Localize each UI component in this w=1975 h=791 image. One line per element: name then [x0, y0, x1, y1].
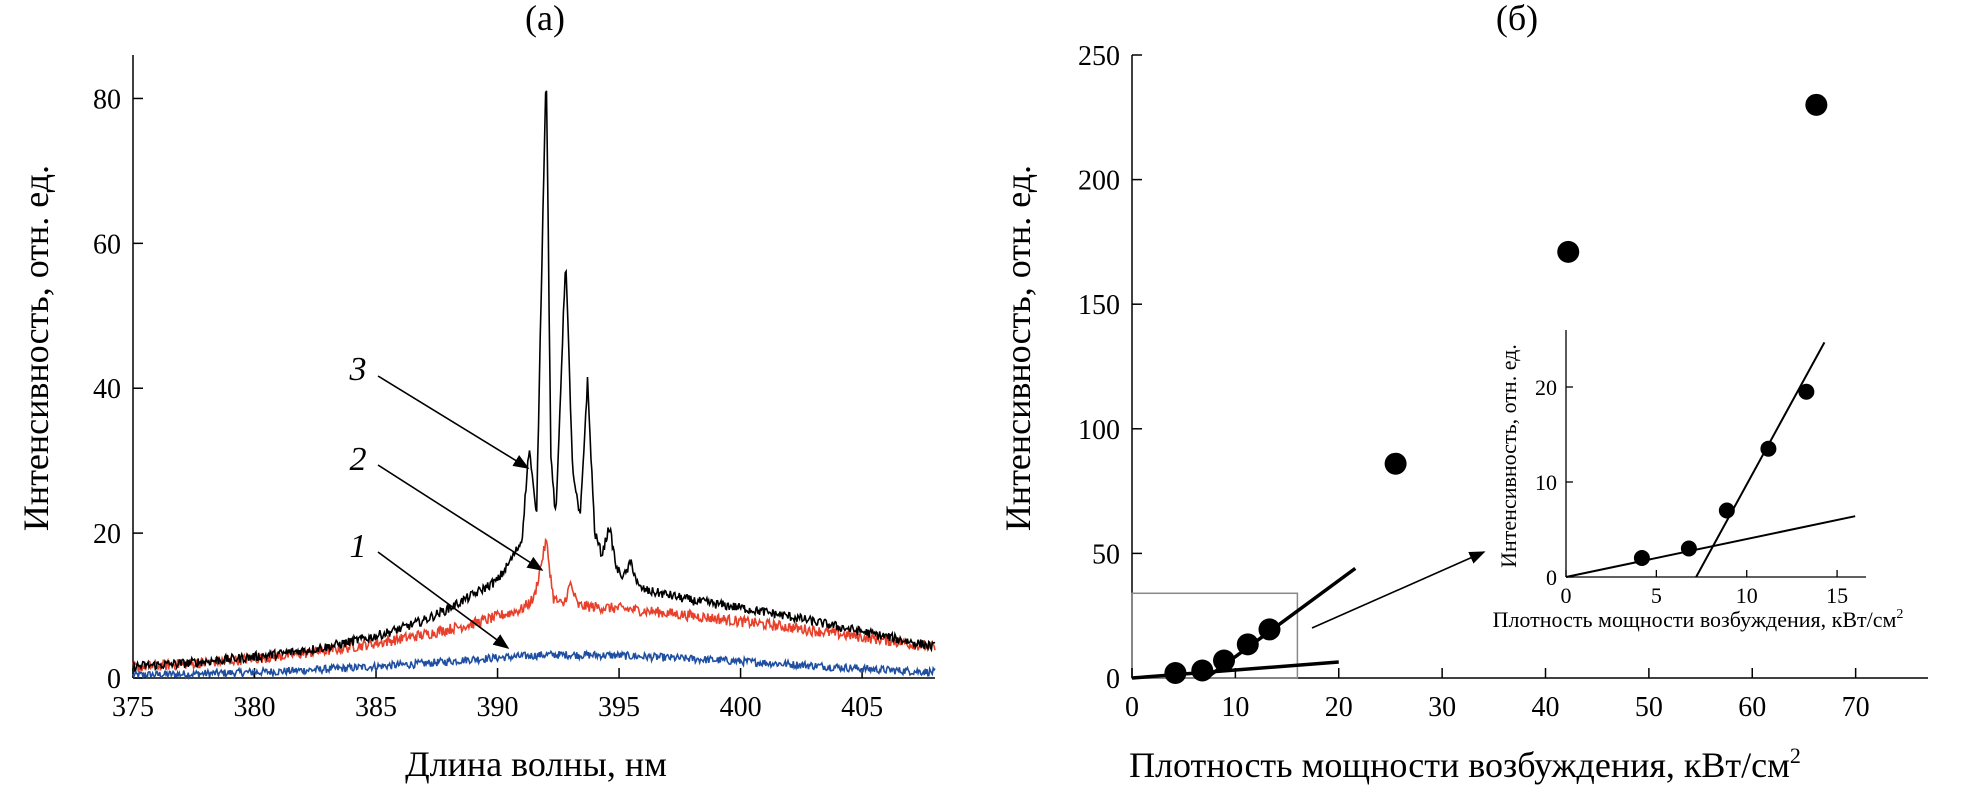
inset-ytick-label: 0 — [1546, 565, 1557, 590]
spectrum-curve-3 — [132, 90, 936, 673]
panel-a-xtick-label: 405 — [841, 692, 883, 723]
panel-a-ticks: 375 380 385 390 395 400 405 0 20 40 60 80 — [93, 84, 883, 723]
inset-xlabel-sup: 2 — [1896, 607, 1903, 622]
inset-ytick-label: 20 — [1535, 375, 1557, 400]
curve-label-1: 1 — [350, 528, 367, 565]
panel-b-xtick-label: 20 — [1325, 692, 1353, 723]
panel-b-data-point — [1805, 93, 1828, 116]
panel-b-ytick-label: 50 — [1092, 539, 1120, 570]
panel-a: (а) 375 380 385 390 395 400 405 0 20 40 60 80 Длина… — [16, 0, 936, 784]
inset-fit-line-2 — [1695, 341, 1826, 578]
panel-b-data-point — [1557, 240, 1580, 263]
panel-b-data-point — [1213, 649, 1236, 672]
inset-fit-lines — [1565, 341, 1856, 578]
panel-a-ytick-label: 80 — [93, 84, 121, 115]
inset-xlabel-text: Плотность мощности возбуждения, кВт/см — [1493, 607, 1897, 632]
panel-b-xtick-label: 50 — [1635, 692, 1663, 723]
inset-data-point — [1798, 383, 1815, 400]
inset-data-point — [1718, 502, 1735, 519]
panel-a-series — [132, 90, 936, 681]
zoom-arrow — [1311, 551, 1486, 629]
curve-label-2: 2 — [350, 441, 367, 478]
panel-a-xtick-label: 385 — [355, 692, 397, 723]
arrow-1 — [377, 551, 510, 649]
zoom-box — [1131, 592, 1299, 679]
inset-points — [1633, 383, 1815, 566]
arrow-3 — [377, 375, 530, 469]
panel-b-data-point — [1164, 662, 1187, 685]
panel-b-data-point — [1384, 452, 1407, 475]
panel-b-ytick-label: 200 — [1078, 166, 1120, 197]
inset-ytick-label: 10 — [1535, 470, 1557, 495]
panel-a-ytick-label: 40 — [93, 374, 121, 405]
inset-fit-line-1 — [1565, 515, 1856, 578]
panel-b-ytick-label: 0 — [1106, 664, 1120, 695]
panel-b-xlabel-sup: 2 — [1790, 743, 1801, 768]
inset-data-point — [1760, 440, 1777, 457]
panel-a-axes — [132, 55, 935, 679]
panel-b-ytick-label: 100 — [1078, 415, 1120, 446]
inset-xtick-label: 5 — [1651, 583, 1662, 608]
inset-xtick-label: 10 — [1736, 583, 1758, 608]
panel-a-label: (а) — [525, 0, 565, 38]
inset-xtick-label: 0 — [1561, 583, 1572, 608]
panel-a-annotations: 3 2 1 — [349, 351, 544, 649]
inset-xlabel: Плотность мощности возбуждения, кВт/см2 — [1493, 607, 1904, 632]
panel-b-axes — [1131, 55, 1928, 679]
panel-a-xtick-label: 400 — [720, 692, 762, 723]
panel-a-xlabel: Длина волны, нм — [405, 744, 667, 784]
panel-b-xlabel-text: Плотность мощности возбуждения, кВт/см — [1129, 745, 1790, 785]
inset-xtick-label: 15 — [1826, 583, 1848, 608]
inset-data-point — [1633, 550, 1650, 566]
panel-a-ytick-label: 0 — [107, 664, 121, 695]
inset-chart: 0 5 10 15 0 10 20 Плотность мощности возбужден… — [1493, 330, 1904, 632]
inset-ticks: 0 5 10 15 0 10 20 — [1535, 375, 1848, 608]
spectrum-curve-2 — [132, 537, 936, 672]
panel-a-ylabel: Интенсивность, отн. ед. — [16, 165, 56, 531]
curve-label-3: 3 — [349, 351, 367, 388]
arrow-2 — [377, 464, 544, 571]
panel-a-ytick-label: 60 — [93, 229, 121, 260]
panel-b-ytick-label: 150 — [1078, 290, 1120, 321]
panel-a-xtick-label: 390 — [477, 692, 519, 723]
panel-b-xtick-label: 0 — [1125, 692, 1139, 723]
panel-a-xtick-label: 380 — [234, 692, 276, 723]
inset-ylabel: Интенсивность, отн. ед. — [1496, 344, 1521, 568]
panel-a-ytick-label: 20 — [93, 519, 121, 550]
panel-b-data-point — [1258, 618, 1281, 641]
panel-a-xtick-label: 395 — [598, 692, 640, 723]
panel-b-data-point — [1236, 633, 1259, 656]
panel-b-ytick-label: 250 — [1078, 41, 1120, 72]
panel-b-data-point — [1191, 659, 1214, 682]
panel-b-xlabel: Плотность мощности возбуждения, кВт/см2 — [1129, 743, 1801, 785]
panel-b-xtick-label: 30 — [1428, 692, 1456, 723]
panel-b-xtick-label: 40 — [1532, 692, 1560, 723]
panel-b-xtick-label: 70 — [1842, 692, 1870, 723]
panel-b-label: (б) — [1496, 0, 1538, 38]
panel-b-xtick-label: 60 — [1738, 692, 1766, 723]
inset-data-point — [1680, 540, 1697, 557]
panel-b-ylabel: Интенсивность, отн. ед. — [998, 165, 1038, 531]
panel-b-xtick-label: 10 — [1221, 692, 1249, 723]
panel-a-xtick-label: 375 — [112, 692, 154, 723]
panel-b-points — [1164, 93, 1828, 685]
spectrum-curve-1 — [132, 649, 936, 681]
inset-axes — [1565, 330, 1866, 578]
